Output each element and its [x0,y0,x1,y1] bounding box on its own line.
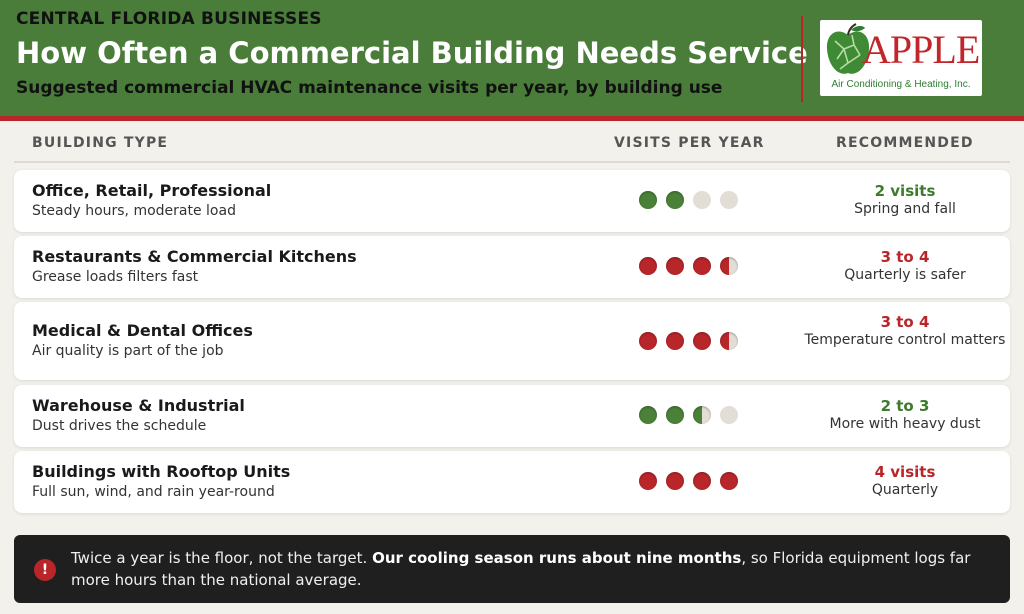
header-rule [0,116,1024,121]
visit-dot-half-red [720,332,738,350]
building-type-desc: Dust drives the schedule [32,418,207,434]
visit-dot-full-red [720,472,738,490]
recommendation-note: More with heavy dust [829,416,981,432]
page-title: How Often a Commercial Building Needs Se… [16,36,808,70]
company-logo[interactable]: APPLE Air Conditioning & Heating, Inc. [820,20,982,96]
footer-callout: ! Twice a year is the floor, not the tar… [14,535,1010,603]
visit-dot-full-red [639,257,657,275]
building-type-title: Warehouse & Industrial [32,396,245,415]
visit-dot-full-green [639,191,657,209]
footer-text: Twice a year is the floor, not the targe… [71,547,991,591]
recommendation: 3 to 4 Quarterly is safer [804,248,1006,284]
visit-dot-full-red [666,332,684,350]
building-type-desc: Full sun, wind, and rain year-round [32,484,275,500]
recommended-visits: 3 to 4 [880,248,930,266]
recommendation-note: Temperature control matters [804,332,1006,348]
table-row: Medical & Dental Offices Air quality is … [14,302,1010,380]
building-type-title: Office, Retail, Professional [32,181,272,200]
visit-dot-full-red [693,472,711,490]
building-type-desc: Grease loads filters fast [32,269,199,285]
building-type-title: Restaurants & Commercial Kitchens [32,247,357,266]
visit-dot-half-red [720,257,738,275]
building-type-desc: Air quality is part of the job [32,343,224,359]
recommended-visits: 2 visits [874,182,936,200]
footer-text-tail: , so Florida equipment logs far more hou… [71,549,971,589]
table-row: Buildings with Rooftop Units Full sun, w… [14,451,1010,513]
visit-dot-full-green [639,406,657,424]
visit-dot-full-red [693,257,711,275]
visit-dots [639,257,738,275]
column-header-visits: VISITS PER YEAR [614,135,765,151]
header-kicker: CENTRAL FLORIDA BUSINESSES [16,9,322,29]
visit-dots [639,472,738,490]
recommendation-note: Quarterly is safer [844,267,966,283]
visit-dot-full-red [639,472,657,490]
building-type-title: Medical & Dental Offices [32,321,253,340]
visit-dot-full-red [639,332,657,350]
column-header-building-type: BUILDING TYPE [32,135,169,151]
recommendation: 2 to 3 More with heavy dust [804,397,1006,433]
visit-dots [639,332,738,350]
recommended-visits: 4 visits [874,463,936,481]
alert-icon: ! [34,559,56,581]
recommendation-note: Quarterly [871,482,939,498]
recommended-visits: 3 to 4 [880,313,930,331]
building-type-desc: Steady hours, moderate load [32,203,236,219]
header-divider [801,16,803,102]
visit-dot-empty [720,191,738,209]
header-divider-line [14,161,1010,163]
recommendation: 4 visits Quarterly [804,463,1006,499]
visit-dots [639,406,738,424]
visit-dot-full-green [666,191,684,209]
table-row: Office, Retail, Professional Steady hour… [14,170,1010,232]
visit-dot-empty [720,406,738,424]
logo-wordmark: APPLE [862,27,980,72]
visit-dot-full-red [666,472,684,490]
header-banner: CENTRAL FLORIDA BUSINESSES How Often a C… [0,0,1024,116]
recommendation-note: Spring and fall [854,201,956,217]
visit-dot-full-red [693,332,711,350]
recommendation: 2 visits Spring and fall [804,182,1006,218]
building-type-title: Buildings with Rooftop Units [32,462,291,481]
visit-dot-half-green [693,406,711,424]
visit-dot-full-green [666,406,684,424]
footer-text-lead: Twice a year is the floor, not the targe… [71,549,373,567]
table-row: Restaurants & Commercial Kitchens Grease… [14,236,1010,298]
recommended-visits: 2 to 3 [880,397,930,415]
visit-dot-full-red [666,257,684,275]
logo-tagline: Air Conditioning & Heating, Inc. [831,79,971,90]
column-header-recommended: RECOMMENDED [836,135,974,151]
apple-icon [826,23,870,74]
table-row: Warehouse & Industrial Dust drives the s… [14,385,1010,447]
footer-text-emphasis: Our cooling season runs about nine month… [372,549,742,567]
page-subtitle: Suggested commercial HVAC maintenance vi… [16,78,723,98]
recommendation: 3 to 4 Temperature control matters [804,313,1006,349]
visit-dots [639,191,738,209]
visit-dot-empty [693,191,711,209]
